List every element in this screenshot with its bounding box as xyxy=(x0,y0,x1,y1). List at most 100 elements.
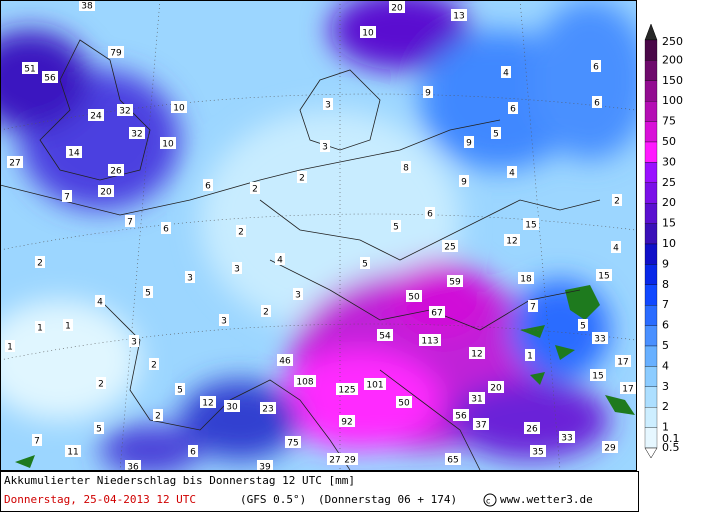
precip-label: 3 xyxy=(234,265,240,275)
precip-label: 38 xyxy=(81,2,93,12)
label-box xyxy=(261,305,271,317)
precip-label: 2 xyxy=(252,185,258,195)
legend: 250 200 150 100 75 50 30 25 20 15 10 9 8 7 6 5 4 3 2 1 0.50.… xyxy=(644,23,683,459)
label-box xyxy=(149,358,159,370)
precip-label: 65 xyxy=(447,456,458,466)
label-box xyxy=(612,194,622,206)
precip-label: 12 xyxy=(471,350,482,360)
precip-label: 6 xyxy=(427,210,433,220)
precip-label: 1 xyxy=(37,324,43,334)
precip-label: 50 xyxy=(408,293,420,303)
precip-label: 17 xyxy=(617,358,628,368)
label-box xyxy=(320,140,330,152)
legend-swatch xyxy=(644,223,658,245)
label-box xyxy=(79,0,95,11)
label-box xyxy=(7,156,23,168)
label-box xyxy=(524,422,540,434)
precip-label: 7 xyxy=(530,303,536,313)
footer-model: (GFS 0.5°) xyxy=(240,493,306,506)
precip-label: 20 xyxy=(391,4,403,14)
precip-label: 9 xyxy=(466,139,472,149)
footer-credit[interactable]: www.wetter3.de xyxy=(500,493,593,506)
label-box xyxy=(232,262,242,274)
precip-label: 101 xyxy=(366,381,383,391)
legend-label: 100 xyxy=(662,94,683,107)
label-box xyxy=(260,402,276,414)
label-box xyxy=(98,185,114,197)
label-box xyxy=(42,71,58,83)
precip-label: 4 xyxy=(509,169,515,179)
precip-label: 11 xyxy=(67,448,78,458)
precip-label: 33 xyxy=(561,434,572,444)
label-box xyxy=(447,275,463,287)
precip-label: 3 xyxy=(325,101,331,111)
legend-swatch xyxy=(644,243,658,265)
label-box xyxy=(473,418,489,430)
precip-label: 6 xyxy=(190,448,196,458)
label-box xyxy=(442,240,458,252)
precip-label: 2 xyxy=(37,259,43,269)
precip-label: 4 xyxy=(277,256,283,266)
label-box xyxy=(464,136,474,148)
precip-label: 125 xyxy=(338,386,355,396)
legend-swatch xyxy=(644,39,658,61)
label-box xyxy=(518,272,534,284)
legend-label: 15 xyxy=(662,217,676,230)
precip-label: 12 xyxy=(506,237,517,247)
legend-label: 200 xyxy=(662,53,683,66)
precip-label: 35 xyxy=(532,448,543,458)
label-box xyxy=(615,355,631,367)
label-box xyxy=(419,334,441,346)
precip-label: 30 xyxy=(226,403,238,413)
label-box xyxy=(364,378,386,390)
label-box xyxy=(327,453,343,465)
legend-label: 20 xyxy=(662,196,676,209)
label-box xyxy=(153,409,163,421)
precip-label: 2 xyxy=(614,197,620,207)
label-box xyxy=(188,445,198,457)
label-box xyxy=(257,460,273,470)
label-box xyxy=(590,369,606,381)
label-box xyxy=(559,431,575,443)
label-box xyxy=(285,436,301,448)
label-box xyxy=(336,383,358,395)
legend-label: 0.1 xyxy=(662,432,680,445)
precip-label: 10 xyxy=(362,29,374,39)
label-box xyxy=(63,319,73,331)
label-box xyxy=(451,9,467,21)
label-box xyxy=(275,253,285,265)
precip-label: 5 xyxy=(96,425,102,435)
label-box xyxy=(185,271,195,283)
label-box xyxy=(219,314,229,326)
precip-label: 5 xyxy=(145,289,151,299)
precip-label: 15 xyxy=(598,272,609,282)
legend-swatch xyxy=(644,305,658,326)
precip-label: 3 xyxy=(187,274,193,284)
precip-label: 1 xyxy=(65,322,71,332)
label-box xyxy=(469,347,485,359)
map-frame xyxy=(0,0,637,471)
label-box xyxy=(459,175,469,187)
precip-label: 12 xyxy=(202,399,213,409)
label-box xyxy=(88,109,104,121)
precip-label: 15 xyxy=(525,221,536,231)
label-box xyxy=(96,377,106,389)
precip-label: 33 xyxy=(594,335,605,345)
legend-arrow xyxy=(644,447,658,459)
precip-label: 17 xyxy=(622,385,633,395)
label-box xyxy=(175,383,185,395)
label-box xyxy=(578,319,588,331)
label-box xyxy=(620,382,636,394)
precip-label: 31 xyxy=(471,395,482,405)
label-box xyxy=(445,453,461,465)
legend-label: 75 xyxy=(662,115,676,128)
legend-label: 7 xyxy=(662,298,669,311)
label-box xyxy=(360,26,376,38)
legend-swatch xyxy=(644,101,658,122)
footer-date: Donnerstag, 25-04-2013 12 UTC xyxy=(4,493,196,506)
legend-label: 25 xyxy=(662,176,676,189)
precip-label: 113 xyxy=(421,337,438,347)
label-box xyxy=(425,207,435,219)
precip-label: 5 xyxy=(362,260,368,270)
